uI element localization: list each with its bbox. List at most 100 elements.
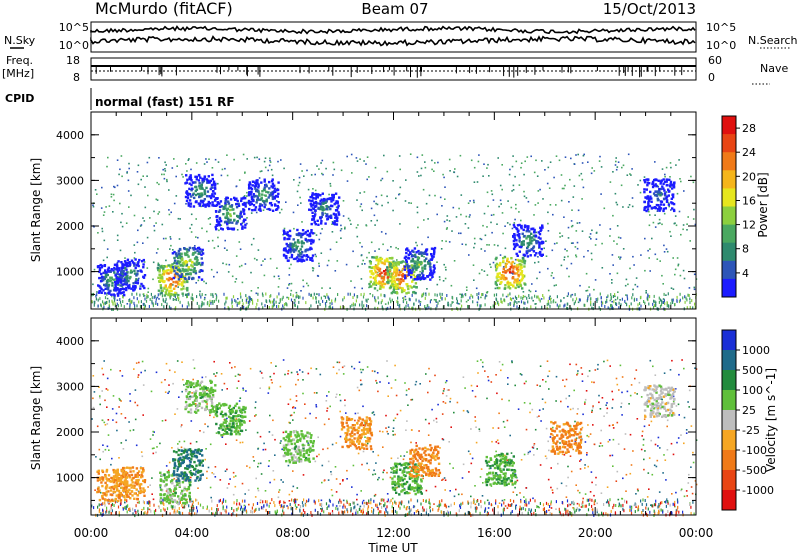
echo-point [194,245,196,247]
echo-point [512,223,516,227]
echo-point [227,219,230,222]
echo-point [201,376,204,379]
echo-point [375,266,378,269]
echo-point [657,222,660,225]
echo-point [210,194,214,197]
echo-point [112,211,114,213]
echo-point [693,208,695,211]
echo-point [584,464,586,466]
echo-point [444,297,446,301]
echo-point [92,205,95,208]
echo-point [499,184,502,187]
echo-point [98,386,100,388]
echo-point [383,262,386,266]
echo-point [520,300,523,304]
echo-point [674,215,677,217]
echo-point [524,301,526,305]
echo-point [129,393,131,395]
echo-point [679,274,682,277]
echo-point [323,208,326,211]
echo-point [496,272,499,276]
echo-point [413,262,416,265]
echo-point [198,304,200,308]
echo-point [584,398,587,401]
echo-point [186,250,189,254]
echo-point [398,155,401,157]
echo-point [190,296,192,300]
echo-point [366,442,369,445]
echo-point [297,504,300,506]
echo-point [512,189,515,191]
echo-point [126,261,129,264]
echo-point [144,186,146,188]
echo-point [330,471,332,473]
echo-point [591,381,593,383]
echo-point [179,277,183,281]
echo-point [614,192,617,195]
echo-point [601,267,604,269]
echo-point [657,436,660,439]
echo-point [647,201,650,204]
echo-point [656,197,659,200]
echo-point [549,297,551,301]
echo-point [305,301,307,305]
echo-point [329,287,331,289]
echo-point [114,268,117,271]
echo-point [188,292,190,296]
echo-point [648,197,651,201]
echo-point [170,306,172,310]
echo-point [591,167,593,169]
echo-point [511,482,514,484]
echo-point [363,304,365,308]
echo-point [210,293,212,297]
echo-point [680,489,682,492]
echo-point [389,279,392,283]
echo-point [152,430,154,433]
echo-point [153,229,156,232]
echo-point [176,470,179,472]
echo-point [142,258,145,262]
echo-point [109,279,113,282]
echo-point [257,462,260,465]
echo-point [204,458,206,461]
echo-point [311,232,315,235]
echo-point [243,212,246,216]
echo-point [225,216,228,220]
echo-point [661,300,663,304]
echo-point [169,269,173,272]
echo-point [335,478,338,480]
echo-point [114,296,116,300]
echo-point [309,412,311,415]
echo-point [322,448,324,451]
echo-point [177,295,179,299]
echo-point [534,303,536,305]
echo-point [297,250,301,253]
echo-point [170,244,172,247]
echo-point [200,205,202,208]
echo-point [107,268,110,271]
echo-point [409,492,411,494]
echo-point [445,240,447,243]
echo-point [513,233,516,236]
echo-point [143,302,145,306]
echo-point [587,375,589,378]
echo-point [229,218,232,222]
echo-point [331,443,334,446]
echo-point [577,301,580,304]
echo-point [643,181,647,184]
echo-point [126,303,129,305]
echo-point [255,201,258,204]
echo-point [665,184,668,187]
echo-point [100,303,102,307]
echo-point [340,169,343,172]
echo-point [177,267,181,270]
echo-point [113,271,116,274]
echo-point [207,200,210,204]
echo-point [678,210,681,213]
echo-point [386,276,390,280]
echo-point [119,279,123,282]
echo-point [333,213,337,216]
echo-point [361,463,363,466]
echo-point [618,256,620,258]
echo-point [233,219,236,222]
